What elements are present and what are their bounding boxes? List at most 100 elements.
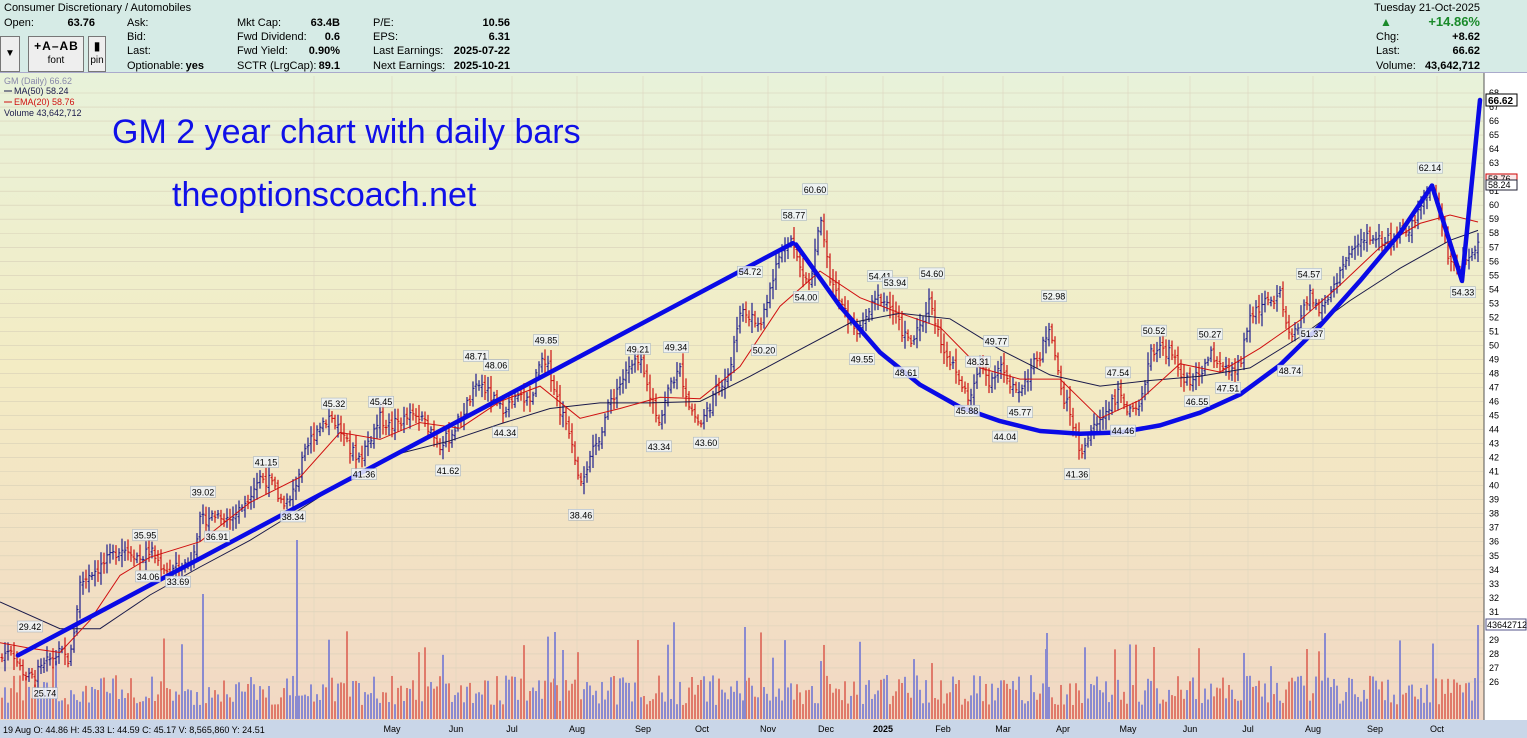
volume-bar [775,696,777,719]
volume-bar [298,695,300,719]
volume-bar [382,692,384,719]
volume-bar [1255,685,1257,719]
price-label-box [1277,364,1303,377]
volume-bar [1285,689,1287,719]
y-tick-label: 56 [1489,256,1499,266]
volume-bar [592,695,594,719]
volume-bar [100,678,102,719]
volume-bar [928,702,930,719]
y-tick-label: 43 [1489,439,1499,449]
price-label-box [321,397,347,410]
last2-label: Last: [1376,45,1400,57]
volume-bar [787,687,789,719]
volume-bar [784,640,786,719]
volume-bar [724,692,726,719]
optionable-value: yes [185,60,204,72]
y-tick-label: 66 [1489,116,1499,126]
ma-tag-box [1485,179,1518,191]
volume-bar [241,691,243,719]
price-label-box [32,687,58,699]
volume-bar [418,652,420,719]
volume-bar [1462,692,1464,719]
volume-bar [292,675,294,719]
volume-bar [1087,698,1089,719]
volume-bar [1237,700,1239,719]
volume-bar [1144,690,1146,719]
volume-bar [1099,690,1101,719]
volume-bar [616,704,618,719]
price-label-box [1417,161,1443,174]
last2-value: 66.62 [1452,45,1480,57]
volume-bar [7,702,9,719]
volume-bar [1339,703,1341,719]
volume-bar [796,684,798,719]
volume-bar [196,692,198,719]
volume-bar [1234,699,1236,719]
volume-bar [370,693,372,719]
price-label: 45.45 [370,397,393,407]
volume-bar [1360,701,1362,719]
volume-bar [349,696,351,719]
volume-bar [469,682,471,719]
volume-bar [73,694,75,719]
volume-bar [1354,694,1356,719]
price-label-box [849,353,875,365]
volume-bar [538,680,540,719]
volume-bar [1336,685,1338,719]
price-label-box [368,395,394,408]
price-label: 52.98 [1043,292,1066,302]
volume-bar [532,687,534,719]
volume-bar [121,689,123,719]
volume-bar [739,693,741,719]
price-label-box [1296,268,1322,280]
price-label-box [351,468,377,480]
volume-bar [424,647,426,719]
volume-bar [904,676,906,719]
volume-bar [1114,649,1116,719]
triangle-up-icon: ▲ [1380,15,1392,29]
volume-bar [1429,702,1431,719]
price-label-box [483,359,509,371]
volume-value: 43,642,712 [1424,60,1480,72]
price-chart[interactable]: 29.42 25.74 35.95 34.06 33.69 39.02 36.91 41.15… [0,73,1527,738]
volume-bar [1069,683,1071,719]
pin-button[interactable]: ▮ pin [88,36,106,72]
volume-bar [1300,675,1302,719]
volume-bar [325,687,327,719]
font-toolbar[interactable]: + A – A B font [28,36,84,72]
volume-bar [1153,646,1155,719]
volume-bar [838,689,840,719]
volume-bar [1108,702,1110,719]
x-tick-label: Aug [569,724,585,734]
ask-label: Ask: [127,17,149,29]
volume-bar [421,701,423,719]
volume-bar [910,697,912,719]
volume-bar [1105,681,1107,719]
x-tick-label: Sep [635,724,651,734]
volume-bar [673,622,675,719]
price-label: 44.46 [1112,426,1135,436]
price-label-box [793,291,819,303]
volume-bar [1213,696,1215,719]
price-label: 49.85 [535,336,558,346]
price-label: 54.33 [1452,288,1475,298]
price-label: 41.36 [1066,470,1089,480]
dropdown-button[interactable]: ▼ [0,36,20,72]
volume-bar [1177,676,1179,719]
x-tick-label: Sep [1367,724,1383,734]
price-tags: 66.62 58.76 58.24 43642712 [1485,93,1527,631]
volume-bar [379,702,381,719]
price-label-box [992,430,1018,443]
volume-bar [250,677,252,719]
volume-bar [1072,704,1074,719]
volume-bar [220,701,222,719]
volume-bar [448,683,450,719]
volume-bar [406,688,408,719]
volume-bar [1246,676,1248,719]
volume-bar [1162,699,1164,719]
volume-bar [1,697,3,719]
volume-bar [82,691,84,719]
volume-bar [1090,683,1092,719]
price-label: 41.36 [353,470,376,480]
volume-bar [436,686,438,719]
